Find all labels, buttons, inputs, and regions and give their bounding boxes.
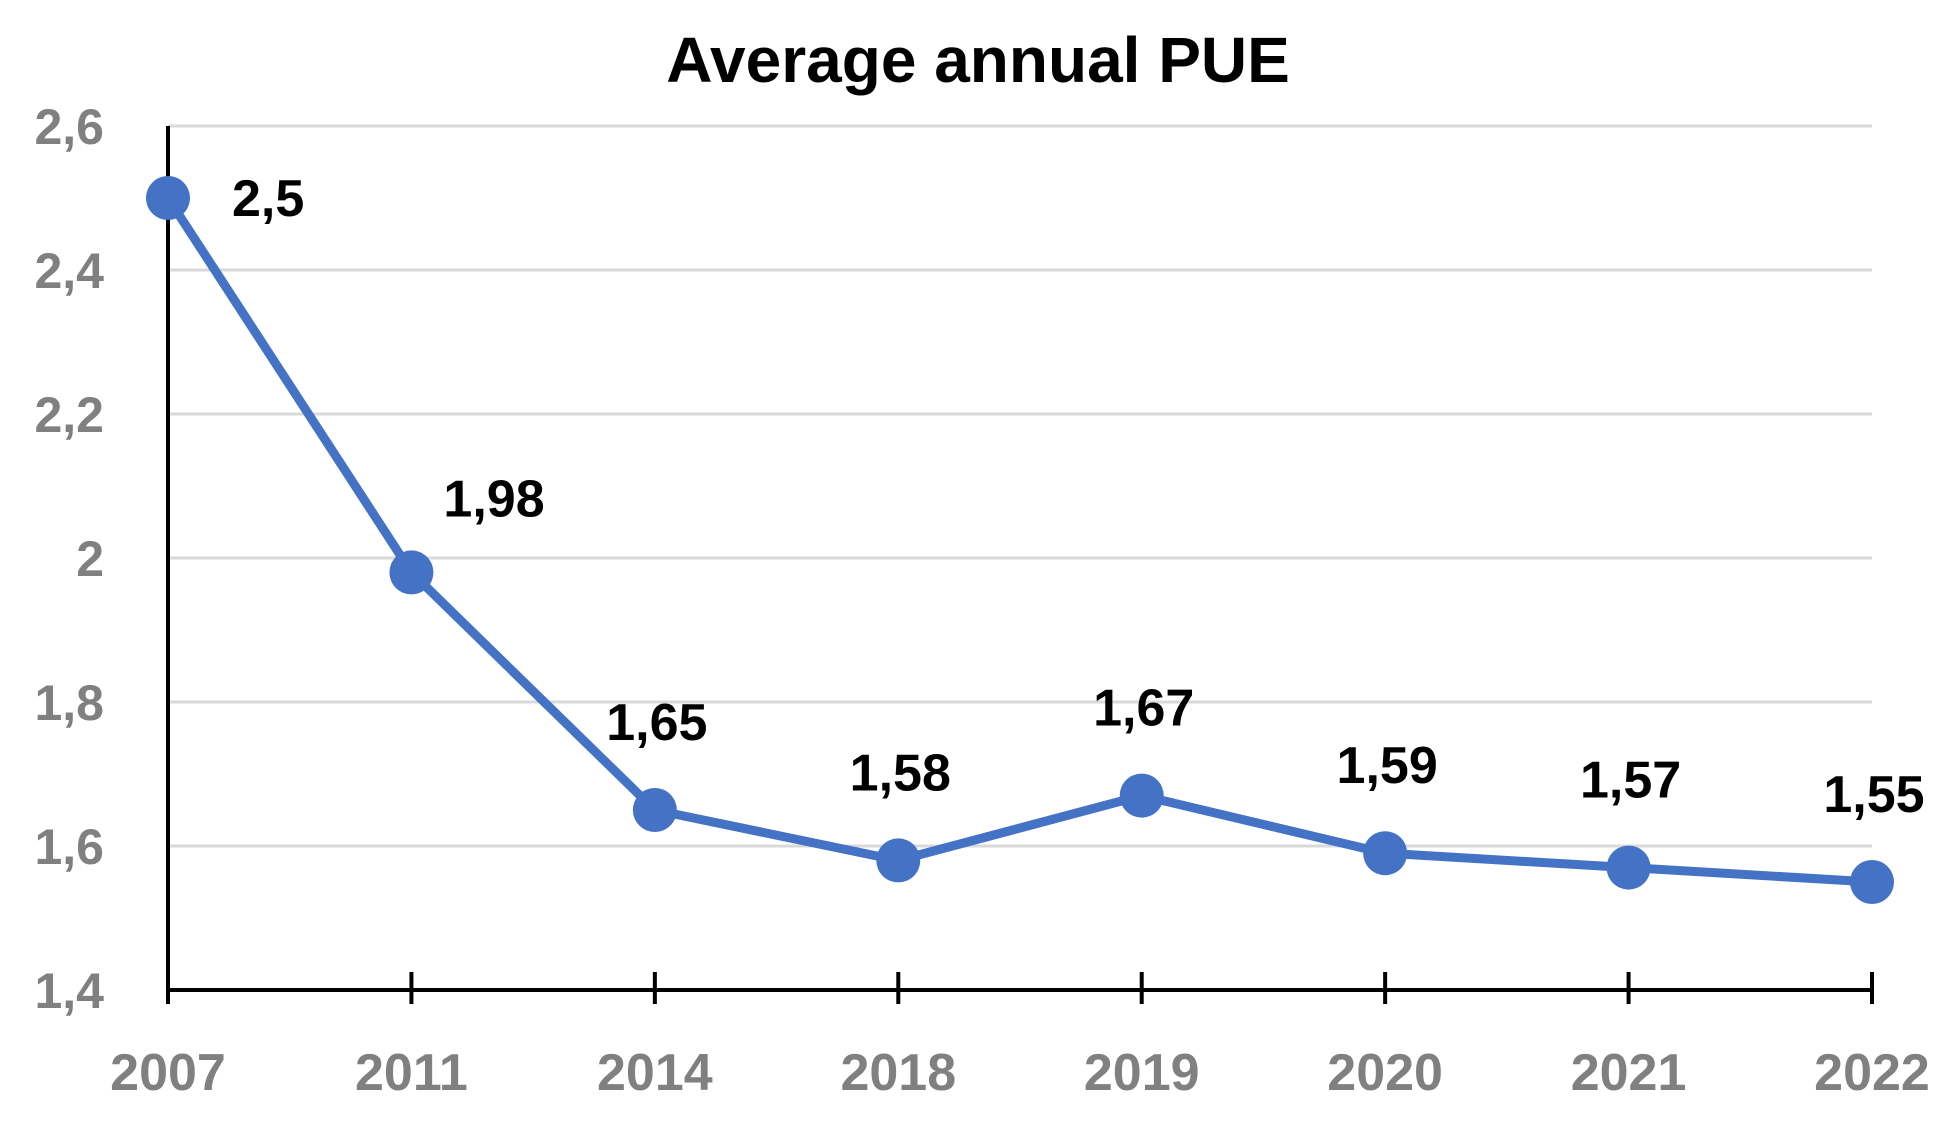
y-tick-label: 2,4 [34, 243, 104, 299]
data-point-marker [1363, 831, 1408, 876]
data-label: 1,65 [606, 694, 707, 752]
data-point-marker [632, 788, 677, 832]
data-label: 1,59 [1337, 737, 1438, 795]
data-point-marker [1606, 845, 1651, 890]
data-label: 2,5 [232, 170, 304, 228]
x-tick-label: 2018 [840, 1044, 956, 1102]
data-label: 1,57 [1580, 752, 1681, 810]
data-point-marker [876, 838, 921, 883]
data-point-marker [1119, 773, 1164, 818]
x-axis-tick-labels: 2007 2011 2014 2018 2019 2020 2021 2022 [110, 1044, 1930, 1102]
x-tick-label: 2011 [355, 1044, 468, 1102]
data-point-marker [389, 550, 434, 595]
series-line [163, 193, 1877, 887]
data-label: 1,58 [850, 744, 951, 802]
y-axis-tick-labels: 1,4 1,6 1,8 2 2,2 2,4 2,6 [34, 99, 104, 1019]
y-tick-label: 1,6 [34, 819, 104, 875]
y-tick-label: 1,4 [34, 963, 104, 1019]
y-tick-label: 2,2 [34, 387, 104, 443]
y-tick-label: 1,8 [34, 675, 104, 731]
gridlines [168, 124, 1872, 848]
data-label: 1,98 [443, 470, 544, 528]
y-tick-label: 2 [76, 531, 104, 587]
x-tick-label: 2020 [1327, 1044, 1443, 1102]
data-point-marker [146, 176, 190, 220]
x-tick-label: 2022 [1814, 1044, 1930, 1102]
x-tick-label: 2007 [110, 1044, 226, 1102]
data-labels: 2,5 1,98 1,65 1,58 1,67 1,59 1,57 1,55 [232, 170, 1925, 824]
data-label: 1,67 [1093, 680, 1194, 738]
axes [166, 126, 1874, 1004]
data-label: 1,55 [1823, 766, 1924, 824]
chart-title: Average annual PUE [666, 24, 1290, 96]
y-tick-label: 2,6 [34, 99, 104, 155]
x-tick-label: 2019 [1084, 1044, 1200, 1102]
x-tick-label: 2021 [1571, 1044, 1687, 1102]
data-point-marker [1850, 860, 1894, 904]
data-series [146, 176, 1894, 904]
x-tick-label: 2014 [597, 1044, 713, 1102]
